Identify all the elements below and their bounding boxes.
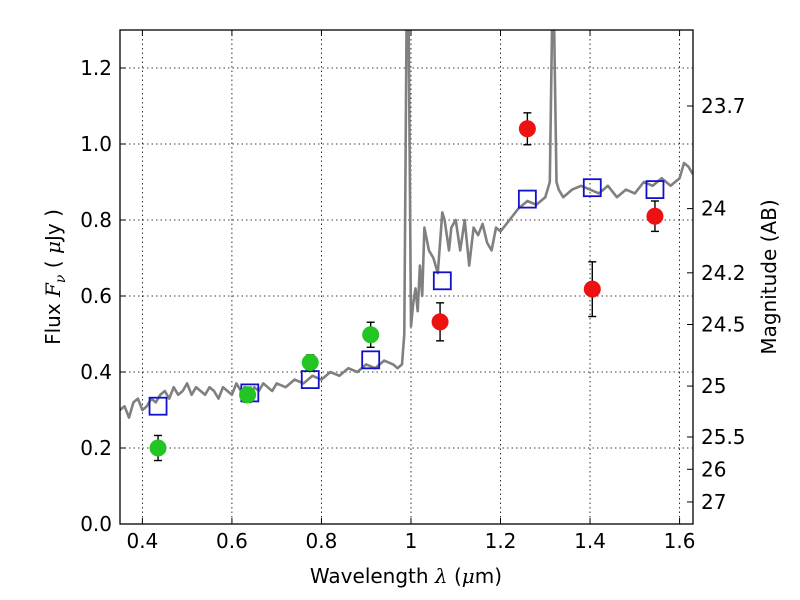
x-tick-label: 1.4: [574, 529, 606, 553]
y2-axis-label: Magnitude (AB): [757, 199, 781, 354]
data-point: [239, 386, 257, 404]
y2-tick-labels: 23.7 24 24.2 24.5 25 25.5 26 27: [701, 94, 746, 514]
x-tick-label: 0.6: [216, 529, 248, 553]
y2-tick-label: 26: [701, 457, 726, 481]
y2-tick-label: 24: [701, 197, 726, 221]
model-square-marker: [300, 370, 320, 390]
y2-tick-label: 23.7: [701, 94, 746, 118]
spectrum-layer: [120, 30, 693, 419]
model-square-marker: [148, 396, 168, 416]
x-tick-labels: 0.4 0.6 0.8 1 1.2 1.4 1.6: [126, 529, 695, 553]
y-tick-label: 1.2: [80, 56, 112, 80]
y-tick-label: 0.2: [80, 436, 112, 460]
y-tick-label: 0.8: [80, 208, 112, 232]
y-axis-label: Flux Fν ( μJy ): [41, 209, 69, 345]
x-tick-label: 0.4: [126, 529, 158, 553]
data-point: [431, 313, 449, 331]
y-tick-label: 0.6: [80, 284, 112, 308]
model-square-marker: [432, 271, 452, 291]
data-point: [583, 280, 601, 298]
x-tick-label: 0.8: [306, 529, 338, 553]
model-square-marker: [582, 178, 602, 198]
x-axis-label: Wavelength λ (μm): [310, 564, 502, 588]
model-square-marker: [645, 180, 665, 200]
x-tick-label: 1.6: [664, 529, 696, 553]
y2-tick-label: 27: [701, 490, 726, 514]
model-square-marker: [361, 350, 381, 370]
model-spectrum-line: [120, 30, 693, 419]
y-tick-label: 0.4: [80, 360, 112, 384]
y2-tick-label: 24.5: [701, 313, 746, 337]
plot-frame: [119, 29, 694, 525]
y-tick-labels: 0.0 0.2 0.4 0.6 0.8 1.0 1.2: [80, 56, 112, 536]
data-point: [362, 326, 380, 344]
data-point: [518, 120, 536, 138]
y-tick-label: 1.0: [80, 132, 112, 156]
data-point: [646, 207, 664, 225]
observed-photometry-layer: [149, 120, 664, 457]
x-tick-label: 1: [405, 529, 418, 553]
ticks-layer: [120, 30, 693, 525]
model-photometry-layer: [148, 178, 665, 416]
data-point: [149, 439, 167, 457]
model-square-marker: [517, 189, 537, 209]
y2-tick-label: 24.2: [701, 261, 746, 285]
y-tick-label: 0.0: [80, 512, 112, 536]
y2-tick-label: 25: [701, 374, 726, 398]
data-point: [301, 354, 319, 371]
y2-tick-label: 25.5: [701, 425, 746, 449]
x-tick-label: 1.2: [485, 529, 517, 553]
